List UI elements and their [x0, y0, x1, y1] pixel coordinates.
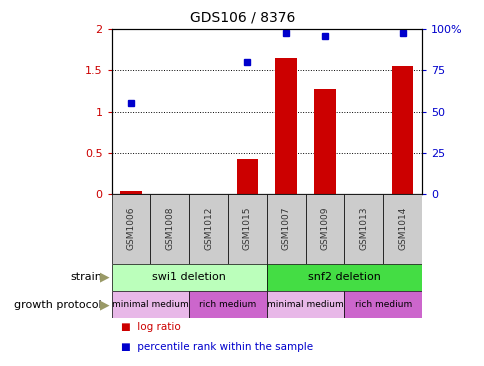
Bar: [382, 194, 421, 264]
Bar: [189, 291, 266, 318]
Bar: [344, 291, 421, 318]
Bar: [391, 66, 412, 194]
Text: ▶: ▶: [99, 298, 109, 311]
Bar: [305, 194, 344, 264]
Text: rich medium: rich medium: [354, 300, 411, 309]
Text: GDS106 / 8376: GDS106 / 8376: [189, 11, 295, 25]
Bar: [266, 264, 421, 291]
Text: GSM1013: GSM1013: [359, 207, 367, 250]
Text: minimal medium: minimal medium: [112, 300, 188, 309]
Text: snf2 deletion: snf2 deletion: [307, 272, 380, 282]
Bar: [266, 291, 344, 318]
Text: GSM1009: GSM1009: [320, 207, 329, 250]
Text: minimal medium: minimal medium: [267, 300, 343, 309]
Bar: [236, 159, 257, 194]
Text: GSM1012: GSM1012: [204, 207, 212, 250]
Bar: [266, 194, 305, 264]
Bar: [227, 194, 266, 264]
Bar: [344, 194, 382, 264]
Bar: [314, 89, 335, 194]
Text: rich medium: rich medium: [199, 300, 256, 309]
Bar: [189, 194, 227, 264]
Text: GSM1015: GSM1015: [242, 207, 251, 250]
Text: GSM1014: GSM1014: [397, 207, 406, 250]
Bar: [275, 58, 296, 194]
Text: GSM1006: GSM1006: [126, 207, 135, 250]
Text: strain: strain: [70, 272, 102, 282]
Text: GSM1007: GSM1007: [281, 207, 290, 250]
Text: ■  log ratio: ■ log ratio: [121, 322, 181, 332]
Bar: [111, 194, 150, 264]
Bar: [120, 191, 141, 194]
Bar: [111, 291, 189, 318]
Text: GSM1008: GSM1008: [165, 207, 174, 250]
Bar: [150, 194, 189, 264]
Text: ▶: ▶: [99, 271, 109, 284]
Bar: [111, 264, 266, 291]
Text: growth protocol: growth protocol: [14, 300, 102, 310]
Text: ■  percentile rank within the sample: ■ percentile rank within the sample: [121, 342, 313, 352]
Text: swi1 deletion: swi1 deletion: [152, 272, 226, 282]
